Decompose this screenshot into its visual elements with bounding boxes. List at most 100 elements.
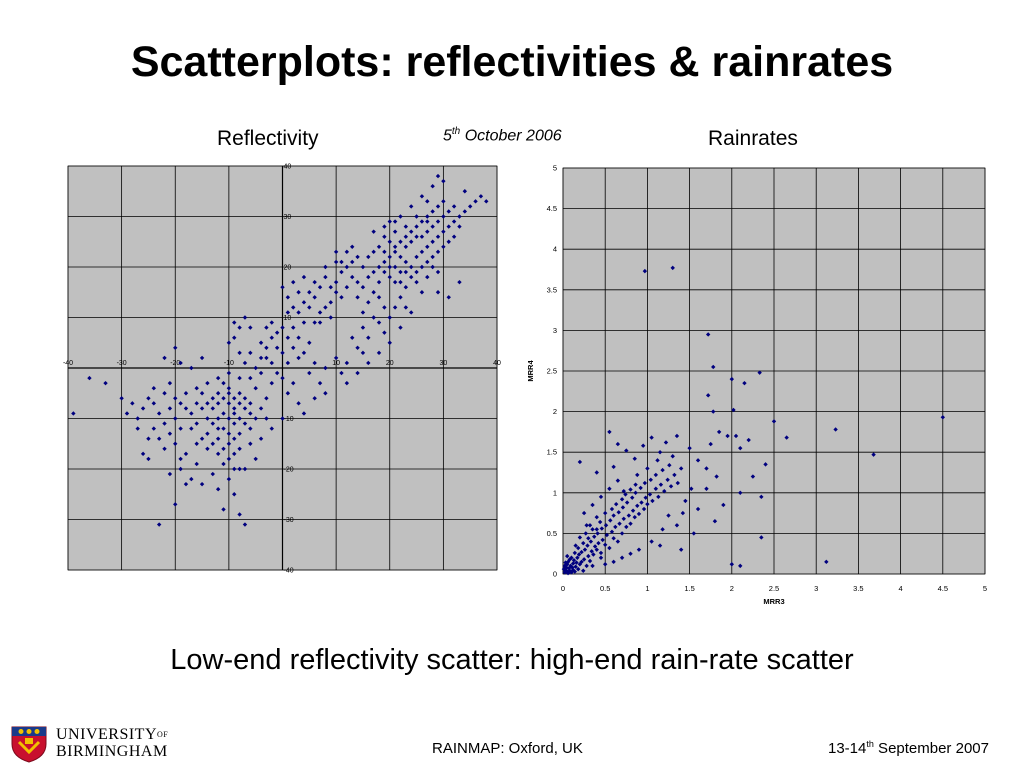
data-point — [587, 523, 593, 528]
data-point — [704, 466, 709, 471]
data-point — [366, 360, 371, 366]
data-point — [711, 364, 716, 370]
data-point — [333, 290, 339, 295]
data-point — [658, 482, 664, 487]
data-point — [323, 264, 328, 270]
data-point — [296, 310, 301, 315]
data-point — [731, 407, 736, 413]
date-rest: October 2006 — [460, 127, 562, 145]
data-point — [598, 494, 604, 500]
data-point — [621, 516, 626, 521]
data-point — [570, 561, 576, 566]
data-point — [598, 550, 604, 556]
data-point — [312, 320, 317, 325]
data-point — [226, 476, 232, 482]
data-point — [430, 254, 435, 260]
data-point — [451, 234, 457, 239]
logo-line2: BIRMINGHAM — [56, 743, 168, 760]
data-point — [575, 555, 580, 560]
data-point — [280, 325, 285, 330]
data-point — [221, 446, 226, 451]
data-point — [824, 559, 829, 565]
data-point — [725, 433, 730, 439]
data-point — [607, 545, 612, 551]
data-point — [215, 401, 221, 406]
data-point — [430, 224, 435, 229]
data-point — [237, 350, 242, 356]
data-point — [215, 416, 221, 421]
y-tick-label: 3 — [553, 326, 557, 335]
x-tick-label: 3.5 — [853, 584, 863, 593]
data-point — [226, 441, 232, 446]
data-point — [387, 239, 392, 244]
data-point — [280, 285, 285, 290]
data-point — [237, 431, 242, 436]
data-point — [237, 466, 242, 472]
data-point — [173, 502, 178, 507]
data-point — [280, 375, 285, 381]
data-point — [642, 480, 648, 486]
data-point — [140, 406, 146, 411]
data-point — [645, 466, 650, 471]
data-point — [419, 264, 425, 270]
data-point — [301, 411, 307, 416]
data-point — [205, 401, 210, 406]
data-point — [759, 535, 764, 540]
data-point — [339, 370, 344, 376]
data-point — [360, 310, 366, 315]
data-point — [258, 406, 264, 411]
data-point — [596, 540, 601, 546]
data-point — [414, 279, 419, 285]
data-point — [221, 461, 226, 467]
data-point — [173, 396, 178, 401]
data-point — [189, 411, 194, 416]
data-point — [565, 559, 571, 565]
data-point — [258, 370, 264, 376]
data-point — [680, 510, 686, 516]
data-point — [603, 523, 609, 528]
footer-event: RAINMAP: Oxford, UK — [432, 740, 583, 757]
data-point — [135, 426, 140, 431]
data-point — [572, 569, 578, 574]
data-point — [409, 204, 414, 209]
data-point — [162, 446, 167, 451]
data-point — [301, 274, 307, 280]
y-tick-label: 20 — [284, 265, 292, 272]
data-point — [392, 249, 398, 255]
data-point — [371, 290, 376, 295]
data-point — [301, 300, 307, 305]
data-point — [403, 234, 409, 239]
x-tick-label: 0 — [561, 584, 565, 593]
data-point — [457, 214, 462, 219]
data-point — [569, 555, 574, 560]
data-point — [435, 269, 441, 275]
data-point — [215, 451, 221, 457]
data-point — [232, 492, 237, 497]
data-point — [156, 522, 162, 527]
data-point — [205, 431, 210, 436]
data-point — [371, 249, 376, 255]
data-point — [387, 340, 392, 345]
data-point — [366, 274, 371, 280]
y-tick-label: -30 — [284, 517, 294, 524]
y-tick-label: 30 — [284, 214, 292, 221]
data-point — [339, 295, 344, 300]
data-point — [425, 244, 430, 249]
data-point — [140, 451, 146, 457]
data-point — [590, 502, 595, 508]
data-point — [253, 416, 258, 421]
x-tick-label: -40 — [63, 360, 73, 367]
data-point — [462, 209, 468, 214]
data-point — [232, 396, 237, 401]
data-point — [583, 531, 588, 536]
data-point — [705, 332, 711, 337]
data-point — [285, 295, 291, 300]
x-tick-label: 2.5 — [769, 584, 779, 593]
footer-date-sup: th — [866, 739, 874, 749]
x-tick-label: 1 — [645, 584, 649, 593]
data-point — [403, 285, 409, 290]
data-point — [619, 555, 625, 560]
data-point — [339, 269, 344, 275]
data-point — [264, 396, 269, 401]
data-point — [398, 214, 403, 219]
